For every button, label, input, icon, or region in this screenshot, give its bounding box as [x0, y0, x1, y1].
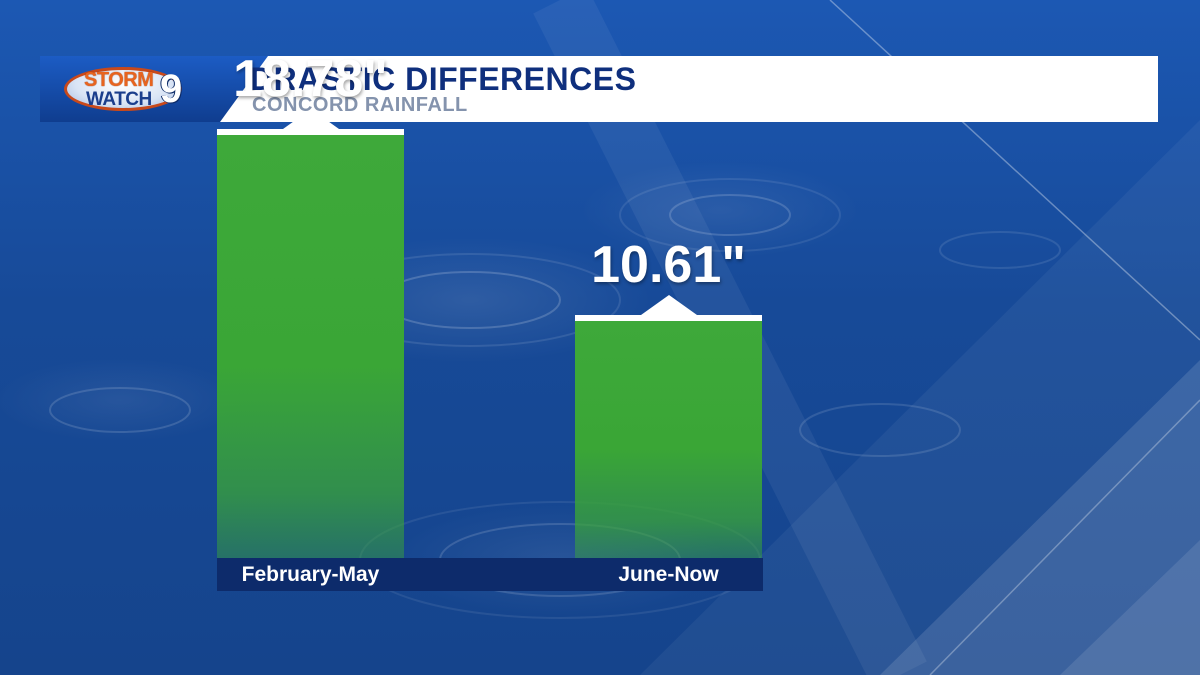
bar-pointer — [640, 295, 697, 316]
bar-top-edge — [217, 128, 404, 135]
storm-watch-logo: STORM WATCH 9 — [64, 61, 199, 117]
bar-top-edge — [575, 315, 762, 322]
logo-storm-text: STORM — [84, 69, 154, 91]
title-banner: STORM WATCH 9 DRASTIC DIFFERENCES CONCOR… — [40, 56, 1158, 122]
logo-watch-text: WATCH — [86, 89, 152, 110]
page-title: DRASTIC DIFFERENCES — [250, 61, 637, 97]
bar-pointer — [282, 108, 339, 129]
logo-channel-number: 9 — [160, 67, 183, 111]
bar-february-may — [217, 108, 404, 558]
category-label-february-may: February-May — [241, 563, 380, 586]
logo-oval — [64, 67, 182, 111]
title-panel — [220, 56, 1158, 122]
bar-june-now — [575, 295, 762, 558]
category-label-band: February-May June-Now — [217, 558, 763, 591]
value-label-february-may: 18.78" — [233, 49, 388, 108]
category-label-june-now: June-Now — [618, 563, 719, 586]
value-label-june-now: 10.61" — [591, 236, 746, 295]
